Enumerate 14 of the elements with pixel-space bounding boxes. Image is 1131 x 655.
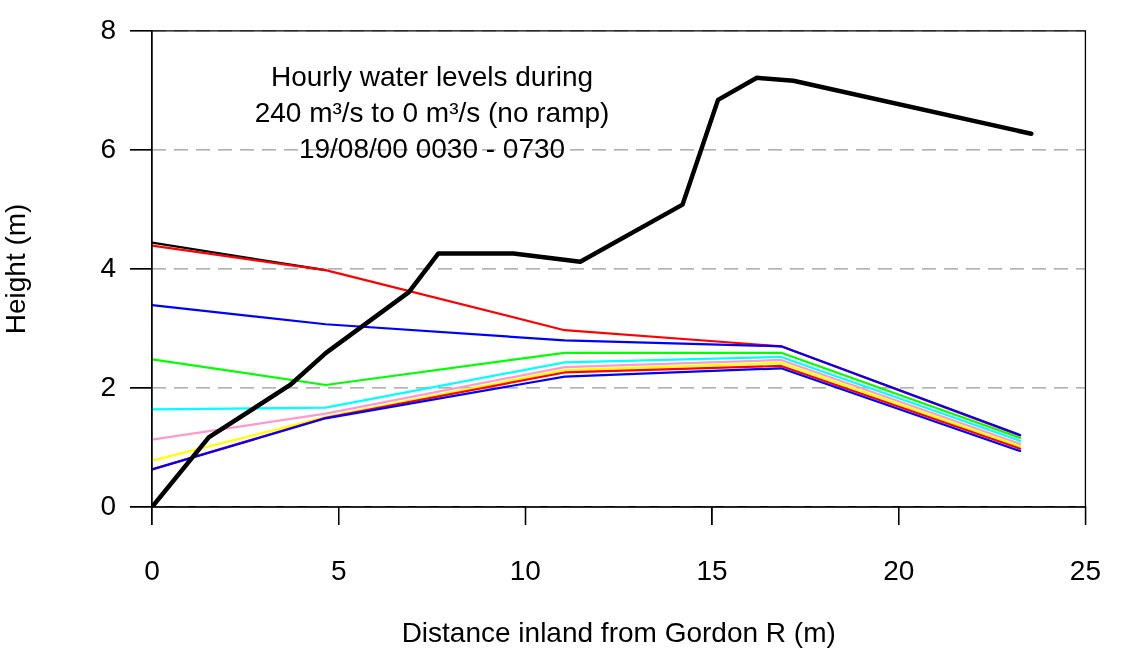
y-axis-title: Height (m) [0, 203, 31, 335]
text: Hourly water levels during 240 m³/s to 0 m³/s (no ramp) 19/08/00 0030 - 0730 [254, 60, 610, 164]
x-tick-label: 0 [144, 554, 160, 586]
y-tick-label: 4 [100, 251, 116, 283]
y-tick-label: 0 [100, 489, 116, 521]
y-tick-label: 2 [100, 370, 116, 402]
y-tick-label: 8 [100, 13, 116, 45]
x-tick-label: 20 [883, 554, 915, 586]
y-tick-label: 6 [100, 132, 116, 164]
x-axis-title: Distance inland from Gordon R (m) [401, 616, 836, 648]
x-tick-label: 5 [330, 554, 347, 586]
x-tick-label: 10 [509, 554, 541, 586]
x-tick-label: 15 [696, 554, 728, 586]
x-tick-label: 25 [1069, 554, 1102, 586]
